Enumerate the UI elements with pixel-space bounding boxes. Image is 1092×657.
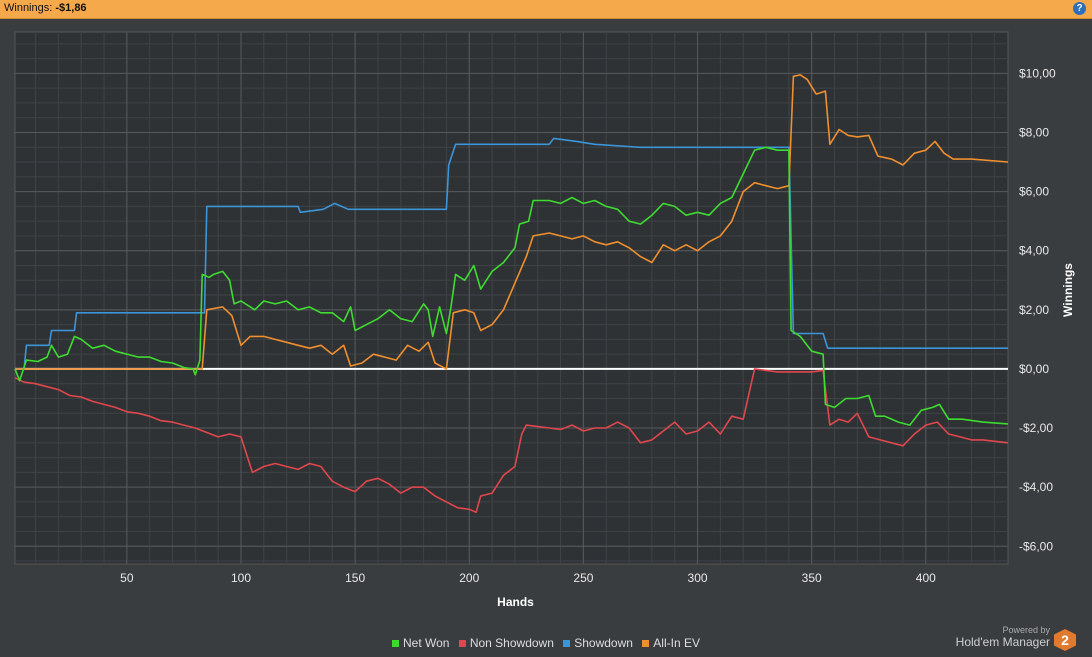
legend-item-non-showdown[interactable]: Non Showdown <box>458 636 554 650</box>
legend-item-net-won[interactable]: Net Won <box>392 636 449 650</box>
x-tick-label: 300 <box>688 571 708 585</box>
y-tick-label: $6,00 <box>1019 185 1049 199</box>
help-icon[interactable]: ? <box>1073 2 1086 15</box>
y-tick-label: $10,00 <box>1019 66 1056 80</box>
winnings-title: Winnings: -$1,86 <box>4 2 87 14</box>
x-axis-label: Hands <box>497 595 534 609</box>
x-tick-label: 50 <box>120 571 134 585</box>
series-line-all-in-ev <box>15 74 1009 370</box>
legend-label-showdown: Showdown <box>574 636 633 650</box>
winnings-header-bar: Winnings: -$1,86 ? <box>0 0 1092 19</box>
x-tick-label: 200 <box>459 571 479 585</box>
series-line-non-showdown <box>14 368 1009 514</box>
legend-item-all-in-ev[interactable]: All-In EV <box>642 636 700 650</box>
y-tick-label: $2,00 <box>1019 303 1049 317</box>
x-tick-label: 100 <box>231 571 251 585</box>
winnings-value: -$1,86 <box>55 2 87 14</box>
winnings-chart: 50 100 150 200 250 300 350 400 -$6,00 -$4,00 -$2,0… <box>14 31 1075 609</box>
y-tick-label: $8,00 <box>1019 125 1049 139</box>
y-tick-label: -$6,00 <box>1019 539 1053 553</box>
x-tick-label: 350 <box>802 571 822 585</box>
brand-name: Hold'em Manager <box>955 635 1050 649</box>
hem2-logo-icon: 2 <box>1054 629 1076 651</box>
legend-swatch-all-in-ev <box>642 640 650 648</box>
plot-area <box>14 31 1009 565</box>
y-tick-label: -$2,00 <box>1019 421 1053 435</box>
legend-label-all-in-ev: All-In EV <box>653 636 700 650</box>
legend-swatch-showdown <box>563 640 571 648</box>
y-axis-label: Winnings <box>1061 263 1075 317</box>
legend-swatch-net-won <box>392 640 400 648</box>
series-line-showdown <box>15 137 1008 370</box>
x-tick-label: 250 <box>573 571 593 585</box>
legend-label-non-showdown: Non Showdown <box>469 636 554 650</box>
y-tick-label: $4,00 <box>1019 244 1049 258</box>
x-tick-label: 400 <box>916 571 936 585</box>
series-line-net-won <box>14 146 1009 426</box>
legend-item-showdown[interactable]: Showdown <box>563 636 633 650</box>
winnings-label: Winnings: <box>4 2 53 14</box>
brand-block: Powered by Hold'em Manager <box>956 625 1050 649</box>
y-tick-label: $0,00 <box>1019 362 1049 376</box>
legend-swatch-non-showdown <box>458 640 466 648</box>
x-tick-label: 150 <box>345 571 365 585</box>
powered-by-text: Powered by <box>1002 625 1050 635</box>
chart-legend: Net Won Non Showdown Showdown All-In EV <box>0 636 1092 650</box>
y-tick-label: -$4,00 <box>1019 480 1053 494</box>
legend-label-net-won: Net Won <box>403 636 450 650</box>
